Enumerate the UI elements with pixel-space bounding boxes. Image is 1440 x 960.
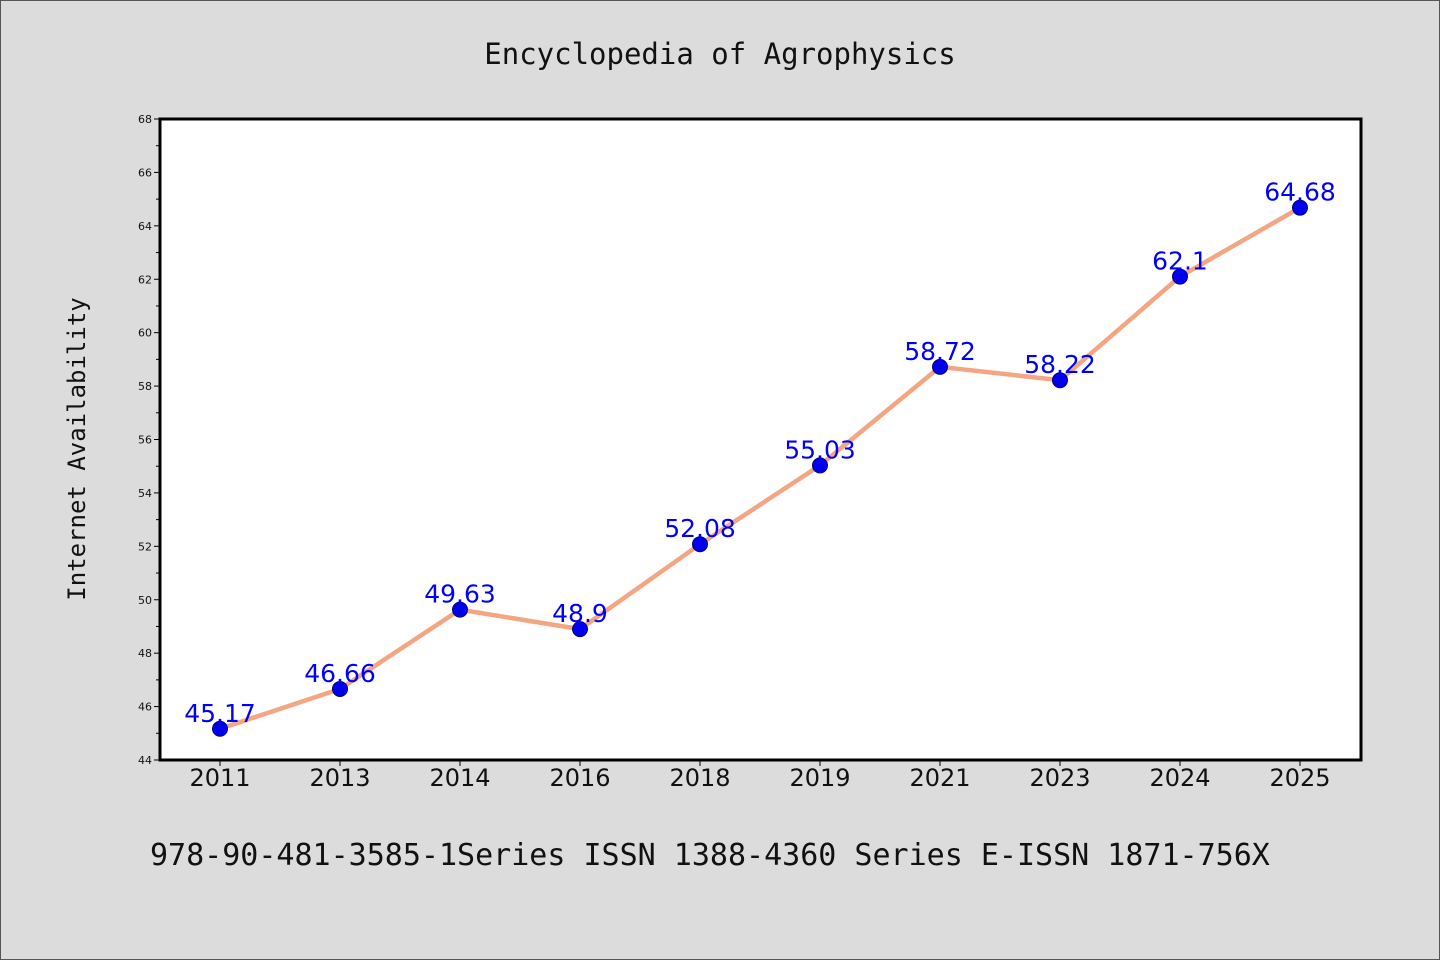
y-tick-label: 68 (138, 113, 152, 126)
data-label: 52.08 (664, 514, 736, 543)
y-tick-label: 52 (138, 540, 152, 553)
data-point (332, 680, 348, 697)
series-line (219, 205, 1302, 731)
y-tick-label: 66 (138, 166, 152, 179)
data-label: 49.63 (424, 580, 496, 609)
y-tick-label: 54 (138, 487, 152, 500)
marker-layer (212, 199, 1308, 737)
chart-title: Encyclopedia of Agrophysics (484, 37, 955, 71)
data-point (212, 720, 228, 737)
y-tick-label: 60 (138, 327, 152, 340)
data-point (452, 601, 468, 618)
y-tick-label: 58 (138, 380, 152, 393)
data-label: 48.9 (552, 599, 608, 628)
y-tick-label: 44 (138, 754, 152, 767)
data-point (572, 621, 588, 638)
x-tick-label: 2018 (669, 764, 730, 792)
y-tick-label: 46 (138, 701, 152, 714)
data-label: 55.03 (784, 435, 856, 464)
data-point (1052, 372, 1068, 389)
y-tick-label: 50 (138, 594, 152, 607)
series-layer (219, 205, 1302, 731)
y-axis-label: Internet Availability (63, 297, 91, 600)
x-tick-label: 2025 (1269, 764, 1330, 792)
y-tick-label: 56 (138, 434, 152, 447)
x-tick-label: 2013 (309, 764, 370, 792)
y-axis: 44 46 48 50 52 54 56 58 60 62 64 66 68 (138, 113, 160, 767)
y-tick-label: 64 (138, 220, 152, 233)
x-tick-label: 2023 (1029, 764, 1090, 792)
footer-text: 978-90-481-3585-1Series ISSN 1388-4360 S… (150, 838, 1270, 873)
x-tick-label: 2019 (789, 764, 850, 792)
data-point (692, 536, 708, 553)
y-tick-label: 48 (138, 647, 152, 660)
data-label: 64.68 (1264, 178, 1336, 207)
data-point (1292, 199, 1308, 216)
y-tick-label: 62 (138, 273, 152, 286)
x-tick-label: 2016 (549, 764, 610, 792)
x-tick-label: 2021 (909, 764, 970, 792)
x-tick-label: 2011 (189, 764, 250, 792)
data-label: 62.1 (1152, 247, 1208, 276)
data-point (932, 358, 948, 375)
data-point (1172, 268, 1188, 285)
data-label-layer: 45.17 46.66 49.63 48.9 52.08 55.03 58.72 58.22 6… (184, 178, 1336, 728)
plot-area (158, 117, 1363, 762)
data-label: 58.72 (904, 337, 976, 366)
data-label: 58.22 (1024, 350, 1096, 379)
x-tick-label: 2024 (1149, 764, 1210, 792)
data-label: 46.66 (304, 659, 376, 688)
data-label: 45.17 (184, 699, 256, 728)
x-tick-label: 2014 (429, 764, 490, 792)
x-axis: 2011 2013 2014 2016 2018 2019 2021 2023 2024 2025 (189, 760, 1331, 792)
data-point (812, 457, 828, 474)
